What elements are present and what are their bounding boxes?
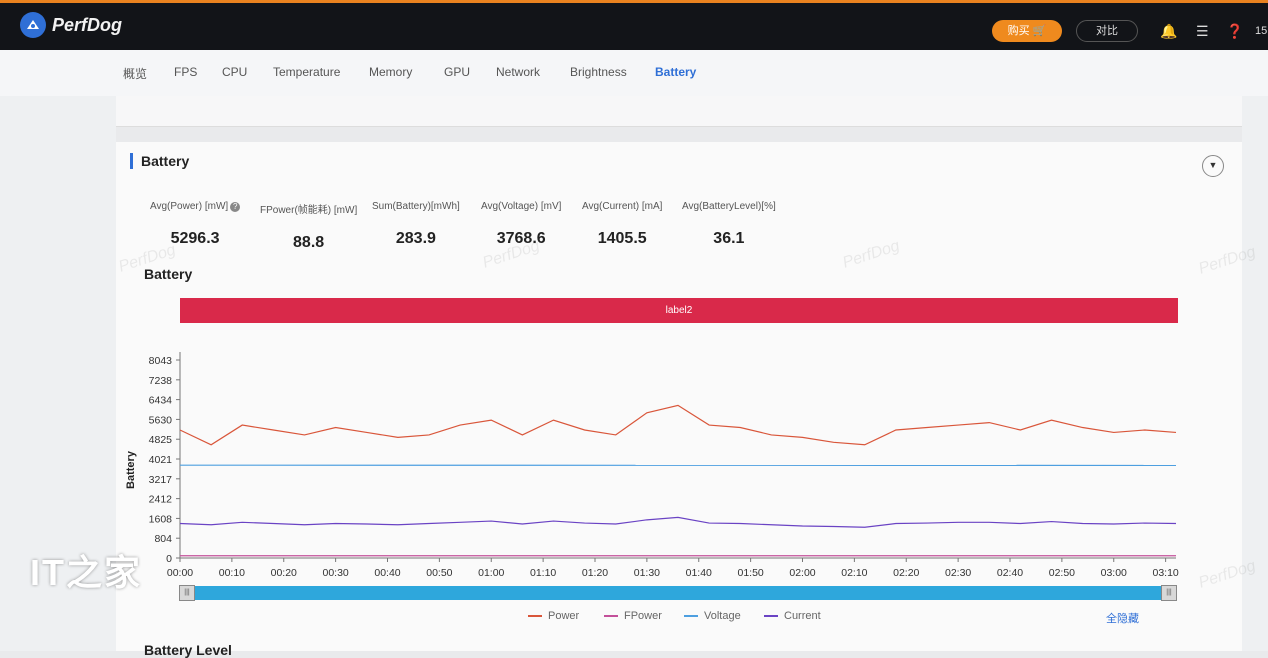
x-tick-label: 00:00 [167,567,193,579]
x-tick-label: 02:20 [893,567,919,579]
range-end-handle[interactable]: ||| [1161,585,1177,601]
x-tick-label: 00:40 [374,567,400,579]
stat-fpower: FPower(帧能耗) [mW] 88.8 [260,201,357,252]
legend-label: FPower [624,610,662,622]
stat-label: Avg(Current) [mA] [582,201,662,212]
y-tick-label: 804 [154,533,172,545]
battery-line-chart[interactable]: Battery 0 804 1608 2412 3217 4021 4825 5630 6434… [110,340,1190,585]
legend-swatch [528,615,542,617]
x-tick-label: 01:40 [686,567,712,579]
y-tick-label: 7238 [149,375,173,387]
bell-icon[interactable]: 🔔 [1160,23,1177,40]
legend-voltage[interactable]: Voltage [684,610,741,622]
y-tick-label: 3217 [149,474,173,486]
tab-bar: 概览 FPS CPU Temperature Memory GPU Networ… [0,50,1268,97]
x-tick-label: 02:50 [1049,567,1075,579]
perfdog-logo-icon [20,12,46,38]
top-trailing-text: 15 [1255,25,1267,37]
tab-memory[interactable]: Memory [369,65,412,79]
tab-brightness[interactable]: Brightness [570,65,627,79]
app-logo[interactable]: PerfDog [20,12,122,38]
x-tick-label: 00:30 [322,567,348,579]
y-tick-label: 1608 [149,513,173,525]
x-tick-label: 01:50 [737,567,763,579]
app-name: PerfDog [52,15,122,36]
legend-swatch [684,615,698,617]
y-tick-label: 6434 [149,395,173,407]
legend-label: Voltage [704,610,741,622]
it-home-logo: IT之家 [30,544,142,596]
stat-value: 36.1 [682,230,776,248]
tab-network[interactable]: Network [496,65,540,79]
tab-cpu[interactable]: CPU [222,65,247,79]
x-tick-label: 02:00 [789,567,815,579]
y-tick-label: 0 [166,553,172,565]
series-line-power [180,405,1176,444]
stat-value: 88.8 [260,234,357,252]
battery-level-title: Battery Level [144,642,232,658]
legend-swatch [764,615,778,617]
cart-icon: 🛒 [1033,25,1047,37]
x-tick-label: 02:30 [945,567,971,579]
y-tick-label: 4021 [149,454,173,466]
x-tick-label: 00:10 [219,567,245,579]
series-line-current [180,517,1176,527]
stat-label: FPower(帧能耗) [mW] [260,201,357,216]
tab-overview[interactable]: 概览 [123,65,147,82]
stat-label: Avg(BatteryLevel)[%] [682,201,776,212]
stat-value: 283.9 [372,230,460,248]
menu-icon[interactable]: ☰ [1196,23,1209,40]
legend-swatch [604,615,618,617]
tab-battery[interactable]: Battery [655,65,696,79]
x-tick-label: 03:10 [1152,567,1178,579]
collapsed-panel [116,96,1242,127]
y-tick-label: 5630 [149,414,173,426]
range-start-handle[interactable]: ||| [179,585,195,601]
x-tick-label: 02:40 [997,567,1023,579]
y-tick-label: 2412 [149,494,173,506]
chevron-down-icon: ▼ [1209,160,1218,170]
question-icon[interactable]: ? [230,202,240,212]
top-bar: PerfDog 购买 🛒 对比 🔔 ☰ ❓ 15 [0,0,1268,50]
collapse-button[interactable]: ▼ [1202,155,1224,177]
legend-label: Current [784,610,821,622]
chart-title: Battery [144,266,192,282]
tab-fps[interactable]: FPS [174,65,197,79]
stat-sum-battery: Sum(Battery)[mWh] 283.9 [372,201,460,248]
help-icon[interactable]: ❓ [1226,23,1243,40]
x-tick-label: 03:00 [1101,567,1127,579]
hide-all-link[interactable]: 全隐藏 [1106,610,1139,626]
stat-avg-current: Avg(Current) [mA] 1405.5 [582,201,662,248]
y-tick-label: 8043 [149,355,173,367]
section-title: Battery [130,153,189,169]
x-tick-label: 01:10 [530,567,556,579]
y-tick-label: 4825 [149,434,173,446]
x-tick-label: 01:00 [478,567,504,579]
tab-temperature[interactable]: Temperature [273,65,340,79]
stat-value: 1405.5 [582,230,662,248]
x-tick-label: 01:20 [582,567,608,579]
stat-label: Sum(Battery)[mWh] [372,201,460,212]
buy-button[interactable]: 购买 🛒 [992,20,1062,42]
stat-avg-voltage: Avg(Voltage) [mV] 3768.6 [481,201,561,248]
tab-gpu[interactable]: GPU [444,65,470,79]
legend-power[interactable]: Power [528,610,579,622]
stat-label: Avg(Power) [mW] [150,201,228,212]
x-tick-label: 00:50 [426,567,452,579]
compare-button[interactable]: 对比 [1076,20,1138,42]
legend-fpower[interactable]: FPower [604,610,662,622]
stat-avg-battery-level: Avg(BatteryLevel)[%] 36.1 [682,201,776,248]
stat-label: Avg(Voltage) [mV] [481,201,561,212]
stat-avg-power: Avg(Power) [mW]? 5296.3 [150,201,240,248]
legend-current[interactable]: Current [764,610,821,622]
x-tick-label: 01:30 [634,567,660,579]
x-tick-label: 00:20 [271,567,297,579]
y-axis-label: Battery [125,450,137,489]
x-tick-label: 02:10 [841,567,867,579]
legend-label: Power [548,610,579,622]
label-bar[interactable]: label2 [180,298,1178,323]
time-range-slider[interactable]: ||| ||| [180,586,1176,600]
